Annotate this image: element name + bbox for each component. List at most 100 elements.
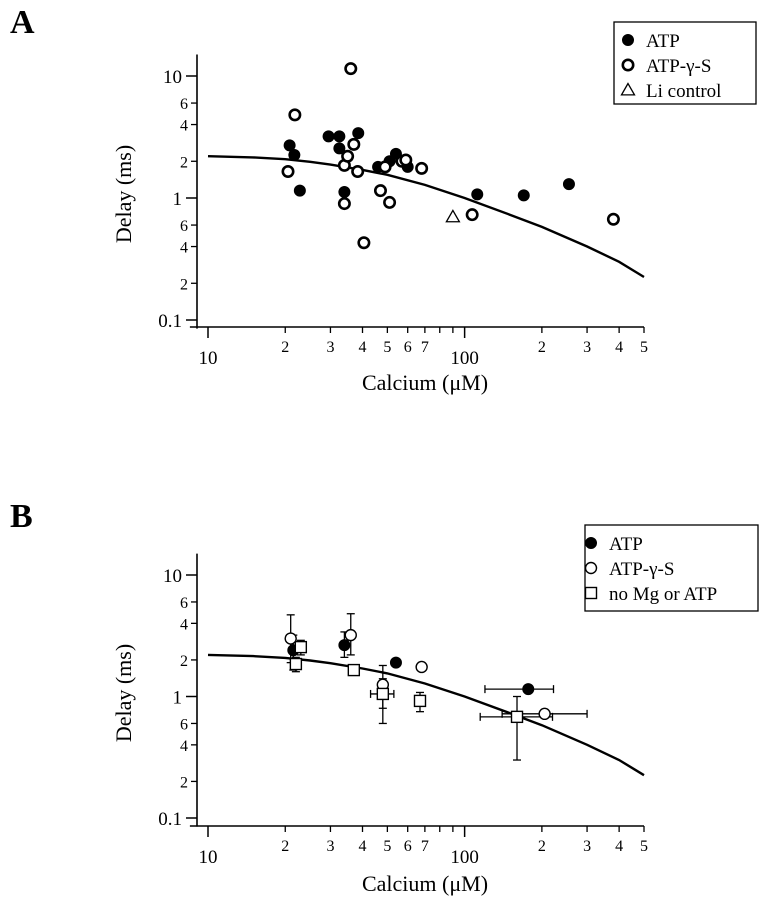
y-minor-tick-label: 2 xyxy=(180,276,188,293)
legend-atp-gamma-s-marker xyxy=(621,58,635,72)
y-minor-tick-label: 2 xyxy=(180,154,188,171)
x-minor-tick-label: 2 xyxy=(281,838,289,855)
panel-b-letter: B xyxy=(10,498,33,535)
y-minor-tick-label: 6 xyxy=(180,716,188,733)
atp-point xyxy=(338,185,351,198)
y-minor-tick-label: 4 xyxy=(180,738,188,755)
no-mg-or-atp-point xyxy=(347,663,361,677)
atp-gamma-s-point xyxy=(415,161,429,175)
x-minor-tick-label: 3 xyxy=(326,838,334,855)
y-major-tick-label: 0.1 xyxy=(158,809,182,830)
no-mg-or-atp-point xyxy=(510,710,524,724)
y-major-tick-label: 1 xyxy=(173,189,183,210)
x-minor-tick-label: 7 xyxy=(421,838,429,855)
legend-li-control-marker xyxy=(620,82,636,96)
legend-atp-gamma-s-marker xyxy=(584,561,598,575)
x-major-tick-label: 100 xyxy=(450,847,479,868)
x-minor-tick-label: 4 xyxy=(359,339,367,356)
atp-gamma-s-point xyxy=(383,195,397,209)
y-minor-tick-label: 6 xyxy=(180,218,188,235)
atp-point xyxy=(471,188,484,201)
panel-a-x-axis-label: Calcium (μM) xyxy=(362,370,488,395)
panel-b-x-axis-label: Calcium (μM) xyxy=(362,871,488,896)
atp-gamma-s-point xyxy=(281,164,295,178)
no-mg-or-atp-point xyxy=(294,640,308,654)
atp-gamma-s-point xyxy=(415,660,428,674)
x-minor-tick-label: 5 xyxy=(383,838,391,855)
x-minor-tick-label: 5 xyxy=(640,838,648,855)
panel-a-curve xyxy=(207,155,645,279)
legend-label: no Mg or ATP xyxy=(609,584,717,605)
panel-a-points xyxy=(281,62,620,250)
atp-point xyxy=(389,656,402,669)
legend-atp-marker xyxy=(585,537,597,549)
legend-label: Li control xyxy=(646,81,721,102)
no-mg-or-atp-point xyxy=(413,694,427,708)
atp-point xyxy=(322,130,335,143)
atp-point xyxy=(338,639,351,652)
atp-gamma-s-point xyxy=(399,153,413,167)
legend-label: ATP xyxy=(609,534,643,555)
y-major-tick-label: 1 xyxy=(173,688,183,709)
no-mg-or-atp-point xyxy=(376,687,390,701)
atp-gamma-s-point xyxy=(373,184,387,198)
atp-point xyxy=(333,142,346,155)
x-major-tick-label: 10 xyxy=(199,847,218,868)
legend-label: ATP xyxy=(646,31,680,52)
panel-b-legend: ATP ATP-γ-S no Mg or ATP xyxy=(584,524,759,612)
x-minor-tick-label: 6 xyxy=(404,838,412,855)
panel-a-legend-box xyxy=(613,21,757,105)
y-minor-tick-label: 2 xyxy=(180,774,188,791)
atp-gamma-s-point xyxy=(538,707,551,721)
atp-point xyxy=(293,184,306,197)
x-minor-tick-label: 2 xyxy=(538,838,546,855)
panel-b-points xyxy=(284,613,588,761)
atp-gamma-s-point xyxy=(341,149,355,163)
y-major-tick-label: 10 xyxy=(163,566,182,587)
atp-gamma-s-point xyxy=(357,236,371,250)
y-minor-tick-label: 4 xyxy=(180,118,188,135)
legend-no-mg-or-atp-marker xyxy=(584,586,598,600)
atp-gamma-s-point xyxy=(344,62,358,76)
atp-gamma-s-point xyxy=(351,164,365,178)
atp-gamma-s-point xyxy=(378,160,392,174)
x-minor-tick-label: 3 xyxy=(583,339,591,356)
atp-gamma-s-point xyxy=(606,212,620,226)
atp-point xyxy=(562,178,575,191)
atp-point xyxy=(283,139,296,152)
fit-curve-line xyxy=(207,653,645,777)
panel-b-legend-box xyxy=(584,524,759,612)
y-major-tick-label: 10 xyxy=(163,67,182,88)
x-minor-tick-label: 6 xyxy=(404,339,412,356)
x-minor-tick-label: 7 xyxy=(421,339,429,356)
atp-gamma-s-point xyxy=(288,108,302,122)
fit-curve-line xyxy=(207,155,645,279)
x-minor-tick-label: 5 xyxy=(383,339,391,356)
panel-a-letter: A xyxy=(10,4,35,41)
x-major-tick-label: 100 xyxy=(450,348,479,369)
legend-label: ATP-γ-S xyxy=(646,56,711,77)
x-major-tick-label: 10 xyxy=(199,348,218,369)
panel-a-legend: ATP ATP-γ-S Li control xyxy=(613,21,757,105)
x-minor-tick-label: 3 xyxy=(326,339,334,356)
atp-gamma-s-point xyxy=(347,137,361,151)
atp-gamma-s-point xyxy=(344,628,357,642)
y-minor-tick-label: 4 xyxy=(180,616,188,633)
atp-point xyxy=(333,130,346,143)
y-minor-tick-label: 6 xyxy=(180,595,188,612)
atp-gamma-s-point xyxy=(465,208,479,222)
legend-label: ATP-γ-S xyxy=(609,559,674,580)
atp-gamma-s-point xyxy=(284,632,297,645)
y-minor-tick-label: 2 xyxy=(180,653,188,670)
atp-point xyxy=(517,189,530,202)
y-minor-tick-label: 6 xyxy=(180,96,188,113)
li-control-point xyxy=(445,209,461,223)
no-mg-or-atp-point xyxy=(289,657,303,671)
y-major-tick-label: 0.1 xyxy=(158,311,182,332)
panel-b-curve xyxy=(207,653,645,777)
